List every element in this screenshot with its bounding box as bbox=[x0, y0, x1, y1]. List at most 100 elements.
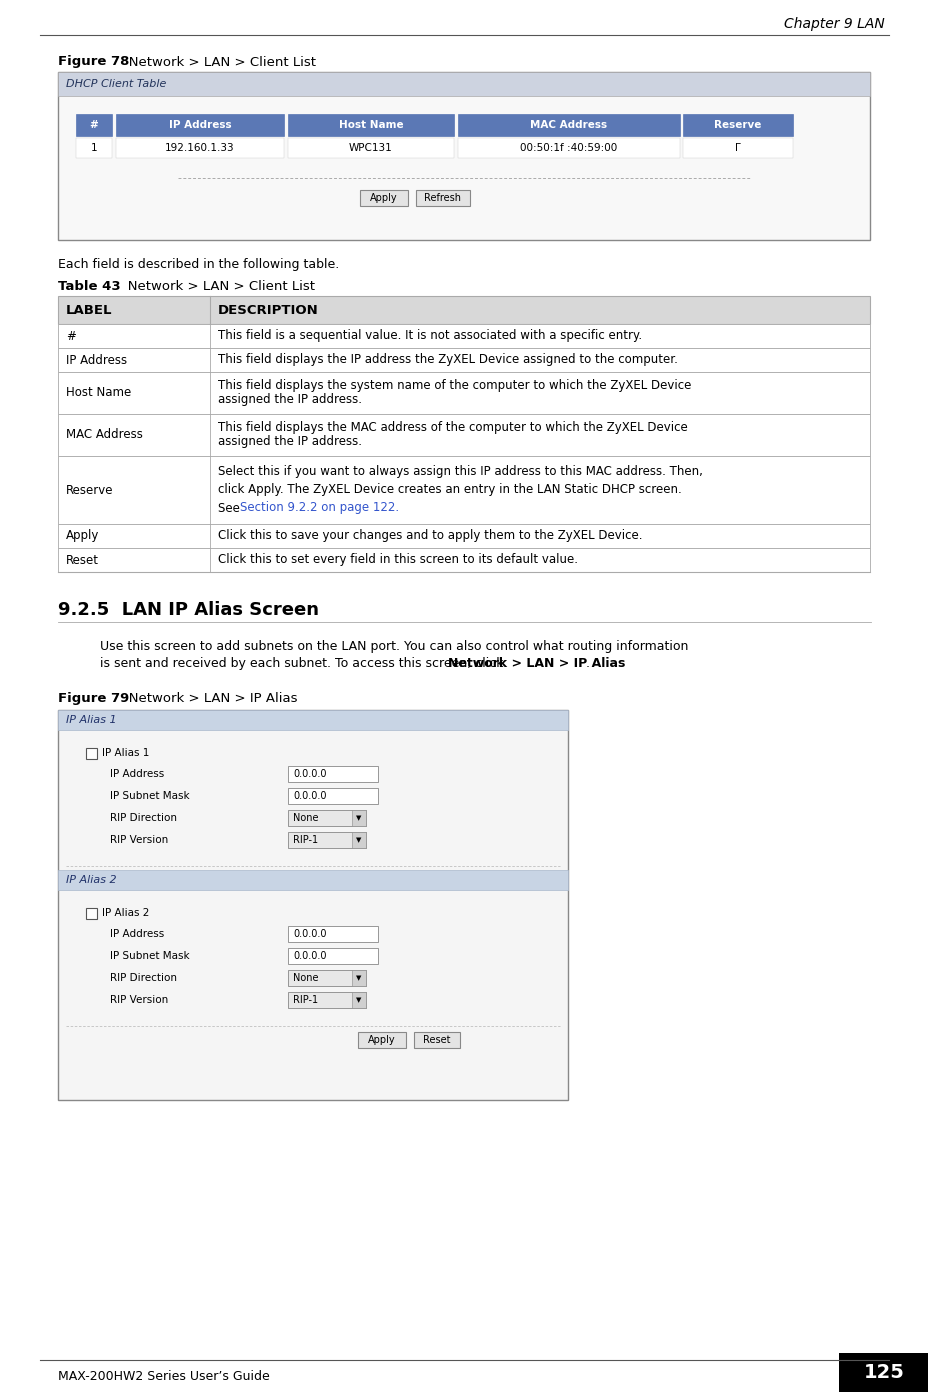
Text: #: # bbox=[89, 120, 98, 129]
Text: MAX-200HW2 Series User’s Guide: MAX-200HW2 Series User’s Guide bbox=[58, 1370, 269, 1382]
Bar bbox=[288, 788, 378, 805]
Text: IP Address: IP Address bbox=[169, 120, 231, 129]
Bar bbox=[458, 114, 679, 136]
Text: Network > LAN > Client List: Network > LAN > Client List bbox=[115, 280, 315, 292]
Text: #: # bbox=[66, 330, 76, 342]
Text: 9.2.5  LAN IP Alias Screen: 9.2.5 LAN IP Alias Screen bbox=[58, 601, 318, 619]
Text: IP Alias 1: IP Alias 1 bbox=[102, 749, 149, 759]
Bar bbox=[288, 766, 378, 782]
Bar bbox=[58, 372, 869, 413]
Bar bbox=[360, 189, 407, 206]
Text: Select this if you want to always assign this IP address to this MAC address. Th: Select this if you want to always assign… bbox=[218, 465, 702, 479]
Bar bbox=[116, 138, 284, 159]
Text: Network > LAN > IP Alias: Network > LAN > IP Alias bbox=[116, 692, 297, 704]
Text: IP Subnet Mask: IP Subnet Mask bbox=[110, 791, 189, 800]
Text: This field displays the IP address the ZyXEL Device assigned to the computer.: This field displays the IP address the Z… bbox=[218, 354, 677, 366]
Text: DHCP Client Table: DHCP Client Table bbox=[66, 79, 166, 89]
Text: 192.160.1.33: 192.160.1.33 bbox=[165, 143, 235, 153]
Text: .: . bbox=[586, 657, 589, 670]
Bar bbox=[288, 970, 366, 986]
Bar bbox=[682, 138, 793, 159]
Bar bbox=[352, 810, 366, 825]
Text: Reserve: Reserve bbox=[714, 120, 761, 129]
Text: This field displays the system name of the computer to which the ZyXEL Device: This field displays the system name of t… bbox=[218, 380, 690, 393]
Text: Network > LAN > IP Alias: Network > LAN > IP Alias bbox=[447, 657, 625, 670]
Bar bbox=[86, 908, 97, 919]
Text: Reserve: Reserve bbox=[66, 483, 113, 497]
Bar bbox=[352, 970, 366, 986]
Bar bbox=[86, 748, 97, 759]
Text: IP Address: IP Address bbox=[110, 928, 164, 940]
Text: Network > LAN > Client List: Network > LAN > Client List bbox=[116, 56, 316, 68]
Text: 1: 1 bbox=[91, 143, 97, 153]
Text: ▼: ▼ bbox=[356, 837, 361, 844]
Bar bbox=[58, 413, 869, 457]
Bar bbox=[288, 810, 366, 825]
Text: IP Alias 1: IP Alias 1 bbox=[66, 715, 117, 725]
Text: ▼: ▼ bbox=[356, 814, 361, 821]
Bar bbox=[58, 324, 869, 348]
Text: click Apply. The ZyXEL Device creates an entry in the LAN Static DHCP screen.: click Apply. The ZyXEL Device creates an… bbox=[218, 483, 681, 497]
Text: Γ: Γ bbox=[734, 143, 740, 153]
Text: Click this to set every field in this screen to its default value.: Click this to set every field in this sc… bbox=[218, 554, 577, 567]
Text: Each field is described in the following table.: Each field is described in the following… bbox=[58, 258, 339, 271]
Text: None: None bbox=[292, 973, 318, 983]
Text: This field displays the MAC address of the computer to which the ZyXEL Device: This field displays the MAC address of t… bbox=[218, 422, 687, 434]
Text: Reset: Reset bbox=[66, 554, 99, 567]
Text: RIP Version: RIP Version bbox=[110, 835, 168, 845]
Text: IP Subnet Mask: IP Subnet Mask bbox=[110, 951, 189, 960]
Text: See: See bbox=[218, 501, 243, 515]
Bar bbox=[58, 72, 869, 239]
Bar bbox=[288, 926, 378, 942]
Text: Table 43: Table 43 bbox=[58, 280, 121, 292]
Bar bbox=[682, 114, 793, 136]
Text: 0.0.0.0: 0.0.0.0 bbox=[292, 768, 326, 780]
Text: IP Alias 2: IP Alias 2 bbox=[66, 876, 117, 885]
Text: RIP Direction: RIP Direction bbox=[110, 813, 177, 823]
Bar bbox=[288, 948, 378, 965]
Bar bbox=[416, 189, 470, 206]
Text: 0.0.0.0: 0.0.0.0 bbox=[292, 791, 326, 800]
Bar bbox=[58, 548, 869, 572]
Text: Use this screen to add subnets on the LAN port. You can also control what routin: Use this screen to add subnets on the LA… bbox=[100, 640, 688, 653]
Bar bbox=[58, 296, 869, 324]
Bar bbox=[58, 710, 567, 729]
Text: MAC Address: MAC Address bbox=[66, 429, 143, 441]
Bar bbox=[838, 1353, 928, 1392]
Bar bbox=[58, 72, 869, 96]
Text: This field is a sequential value. It is not associated with a specific entry.: This field is a sequential value. It is … bbox=[218, 330, 641, 342]
Bar bbox=[58, 457, 869, 523]
Text: Figure 78: Figure 78 bbox=[58, 56, 129, 68]
Text: Chapter 9 LAN: Chapter 9 LAN bbox=[783, 17, 884, 31]
Text: WPC131: WPC131 bbox=[349, 143, 393, 153]
Bar bbox=[352, 832, 366, 848]
Text: DESCRIPTION: DESCRIPTION bbox=[218, 303, 318, 316]
Text: assigned the IP address.: assigned the IP address. bbox=[218, 394, 362, 406]
Text: Section 9.2.2 on page 122.: Section 9.2.2 on page 122. bbox=[239, 501, 399, 515]
Bar bbox=[288, 138, 454, 159]
Bar bbox=[352, 992, 366, 1008]
Text: RIP-1: RIP-1 bbox=[292, 995, 317, 1005]
Text: assigned the IP address.: assigned the IP address. bbox=[218, 436, 362, 448]
Text: 00:50:1f :40:59:00: 00:50:1f :40:59:00 bbox=[520, 143, 617, 153]
Text: Figure 79: Figure 79 bbox=[58, 692, 129, 704]
Bar bbox=[288, 992, 366, 1008]
Text: MAC Address: MAC Address bbox=[530, 120, 607, 129]
Bar bbox=[414, 1031, 459, 1048]
Text: RIP-1: RIP-1 bbox=[292, 835, 317, 845]
Bar bbox=[357, 1031, 406, 1048]
Text: 125: 125 bbox=[863, 1364, 904, 1382]
Bar bbox=[116, 114, 284, 136]
Text: is sent and received by each subnet. To access this screen, click: is sent and received by each subnet. To … bbox=[100, 657, 507, 670]
Bar bbox=[58, 348, 869, 372]
Bar bbox=[58, 870, 567, 889]
Bar bbox=[76, 114, 112, 136]
Text: Click this to save your changes and to apply them to the ZyXEL Device.: Click this to save your changes and to a… bbox=[218, 529, 642, 543]
Text: Host Name: Host Name bbox=[66, 387, 131, 400]
Text: Reset: Reset bbox=[423, 1036, 450, 1045]
Text: None: None bbox=[292, 813, 318, 823]
Bar bbox=[76, 138, 112, 159]
Text: ▼: ▼ bbox=[356, 974, 361, 981]
Text: RIP Direction: RIP Direction bbox=[110, 973, 177, 983]
Text: Refresh: Refresh bbox=[424, 193, 461, 203]
